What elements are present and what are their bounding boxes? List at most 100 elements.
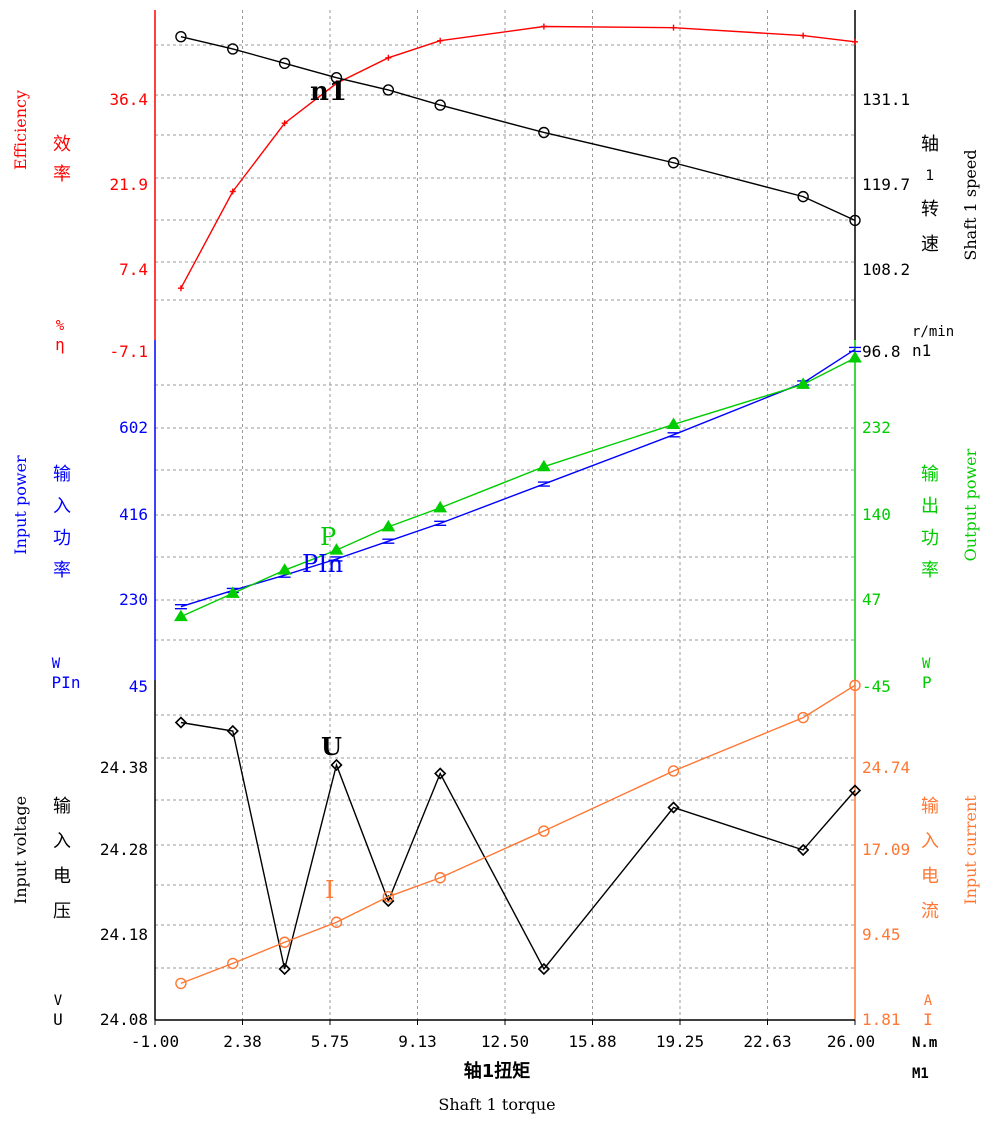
x-tick-label: 26.00 <box>827 1032 875 1051</box>
annotation-n1: n1 <box>310 77 347 107</box>
x-tick-label: 9.13 <box>398 1032 437 1051</box>
input-power-axis-title-cn: 输 <box>53 464 71 485</box>
data-point-u <box>330 758 343 772</box>
left-tick-label: 24.28 <box>100 840 148 859</box>
data-point-efficiency <box>385 54 392 61</box>
x-tick-label: 19.25 <box>656 1032 704 1051</box>
data-point-n1 <box>538 126 550 139</box>
voltage-unit: V <box>54 993 63 1009</box>
output-power-axis-title-cn: 率 <box>921 560 939 581</box>
speed-axis-title-cn: 轴 <box>921 134 939 155</box>
data-point-efficiency <box>670 24 677 31</box>
x-tick-label: 12.50 <box>481 1032 529 1051</box>
efficiency-axis-title-cn: 率 <box>53 164 71 185</box>
voltage-axis-title-cn: 入 <box>53 831 71 852</box>
right-tick-label: 17.09 <box>862 840 910 859</box>
data-point-p <box>329 543 344 555</box>
data-point-i <box>175 977 187 990</box>
right-tick-label: 140 <box>862 505 891 524</box>
right-tick-label: 1.81 <box>862 1010 901 1029</box>
left-tick-label: 24.18 <box>100 925 148 944</box>
data-point-n1 <box>382 84 395 96</box>
current-axis-title-en: Input current <box>961 795 980 905</box>
series-line-pin <box>180 348 856 608</box>
speed-axis-title-cn: 转 <box>921 199 939 220</box>
left-tick-label: 7.4 <box>119 260 148 279</box>
x-tick-label: 22.63 <box>743 1032 791 1051</box>
data-point-n1 <box>849 214 861 227</box>
data-point-i <box>849 679 861 692</box>
voltage-symbol: U <box>53 1010 63 1029</box>
x-tick-label: 5.75 <box>311 1032 350 1051</box>
data-point-n1 <box>278 57 291 70</box>
x-tick-label: 15.88 <box>568 1032 616 1051</box>
data-point-p <box>381 519 396 532</box>
data-point-i <box>227 957 239 970</box>
voltage-axis-title-cn: 压 <box>53 901 71 922</box>
efficiency-axis-title-en: Efficiency <box>11 90 30 170</box>
speed-unit: r/min <box>912 324 954 340</box>
series-line-i <box>180 684 856 985</box>
left-tick-label: 45 <box>129 677 148 696</box>
data-point-u <box>434 767 447 780</box>
data-point-n1 <box>175 30 187 43</box>
data-point-pin <box>537 481 550 487</box>
data-point-i <box>330 916 343 928</box>
data-point-p <box>796 377 811 389</box>
data-point-u <box>797 843 810 857</box>
data-point-p <box>848 350 862 363</box>
x-tick-label: 2.38 <box>223 1032 262 1051</box>
left-tick-label: 21.9 <box>109 175 148 194</box>
data-point-p <box>277 563 292 575</box>
input-power-axis-title-cn: 率 <box>53 560 71 581</box>
series-line-n1 <box>180 35 856 222</box>
data-point-pin <box>434 520 447 527</box>
data-point-efficiency <box>540 23 547 30</box>
data-point-i <box>278 936 291 948</box>
data-point-u <box>848 784 862 797</box>
data-point-u <box>174 716 188 729</box>
output-power-symbol: P <box>922 673 932 692</box>
speed-symbol: n1 <box>912 341 931 360</box>
right-tick-label: -45 <box>862 677 891 696</box>
data-point-efficiency <box>800 32 807 39</box>
x-axis-symbol: M1 <box>912 1066 929 1082</box>
data-point-pin <box>174 603 187 610</box>
left-tick-label: 230 <box>119 590 148 609</box>
right-tick-label: 96.8 <box>862 342 901 361</box>
data-point-i <box>797 711 809 724</box>
data-point-p <box>225 586 240 598</box>
efficiency-unit: % <box>56 318 65 334</box>
input-power-axis-title-cn: 入 <box>53 496 71 517</box>
data-point-efficiency <box>852 38 858 45</box>
annotation-i: I <box>325 876 334 904</box>
data-point-efficiency <box>437 37 444 44</box>
current-unit: A <box>924 993 933 1009</box>
current-symbol: I <box>923 1010 933 1029</box>
data-point-pin <box>382 538 395 544</box>
input-power-unit: W <box>52 656 61 672</box>
data-point-u <box>382 894 395 908</box>
x-axis-title-en: Shaft 1 torque <box>438 1095 555 1114</box>
data-point-n1 <box>227 43 239 55</box>
left-tick-label: 36.4 <box>109 90 148 109</box>
voltage-axis-title-cn: 电 <box>53 866 71 887</box>
input-power-symbol: PIn <box>52 673 81 692</box>
right-tick-label: 119.7 <box>862 175 910 194</box>
output-power-axis-title-cn: 出 <box>921 496 939 517</box>
series-line-efficiency <box>180 25 856 289</box>
data-point-efficiency <box>281 120 288 127</box>
data-point-pin <box>330 556 343 562</box>
current-axis-title-cn: 输 <box>921 796 939 817</box>
annotation-u: U <box>321 732 342 761</box>
data-point-i <box>538 825 550 837</box>
data-point-n1 <box>434 99 446 111</box>
data-point-i <box>434 872 446 884</box>
data-point-p <box>433 500 448 513</box>
data-point-p <box>666 417 681 429</box>
right-tick-label: 47 <box>862 590 881 609</box>
data-point-u <box>667 801 680 814</box>
voltage-axis-title-cn: 输 <box>53 796 71 817</box>
data-point-p <box>174 609 188 622</box>
data-point-efficiency <box>229 188 236 195</box>
